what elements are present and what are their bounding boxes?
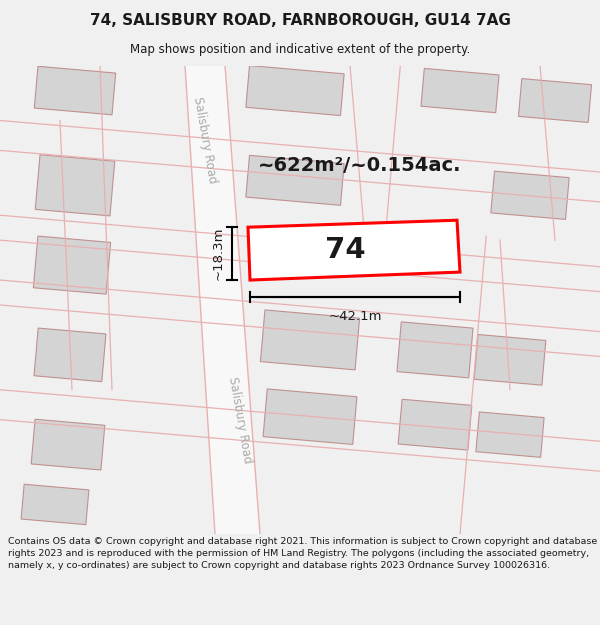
Polygon shape [398, 399, 472, 450]
Polygon shape [246, 66, 344, 116]
Polygon shape [35, 155, 115, 216]
Text: Map shows position and indicative extent of the property.: Map shows position and indicative extent… [130, 42, 470, 56]
Text: Salisbury Road: Salisbury Road [226, 376, 254, 464]
Text: ~18.3m: ~18.3m [212, 227, 225, 281]
Polygon shape [421, 68, 499, 112]
Text: 74: 74 [325, 236, 365, 264]
Text: Contains OS data © Crown copyright and database right 2021. This information is : Contains OS data © Crown copyright and d… [8, 537, 597, 570]
Polygon shape [185, 66, 260, 534]
Text: Salisbury Road: Salisbury Road [191, 96, 219, 185]
Polygon shape [474, 334, 546, 385]
Polygon shape [263, 389, 357, 444]
Polygon shape [31, 419, 105, 470]
Text: 74, SALISBURY ROAD, FARNBOROUGH, GU14 7AG: 74, SALISBURY ROAD, FARNBOROUGH, GU14 7A… [89, 13, 511, 28]
Polygon shape [246, 156, 344, 205]
Polygon shape [491, 171, 569, 219]
Polygon shape [518, 79, 592, 122]
Text: ~42.1m: ~42.1m [328, 310, 382, 323]
Polygon shape [21, 484, 89, 524]
Polygon shape [260, 310, 359, 370]
Polygon shape [397, 322, 473, 378]
Polygon shape [476, 412, 544, 458]
Polygon shape [34, 328, 106, 382]
Polygon shape [34, 66, 116, 115]
Polygon shape [248, 220, 460, 280]
Polygon shape [34, 236, 110, 294]
Text: ~622m²/~0.154ac.: ~622m²/~0.154ac. [258, 156, 462, 175]
